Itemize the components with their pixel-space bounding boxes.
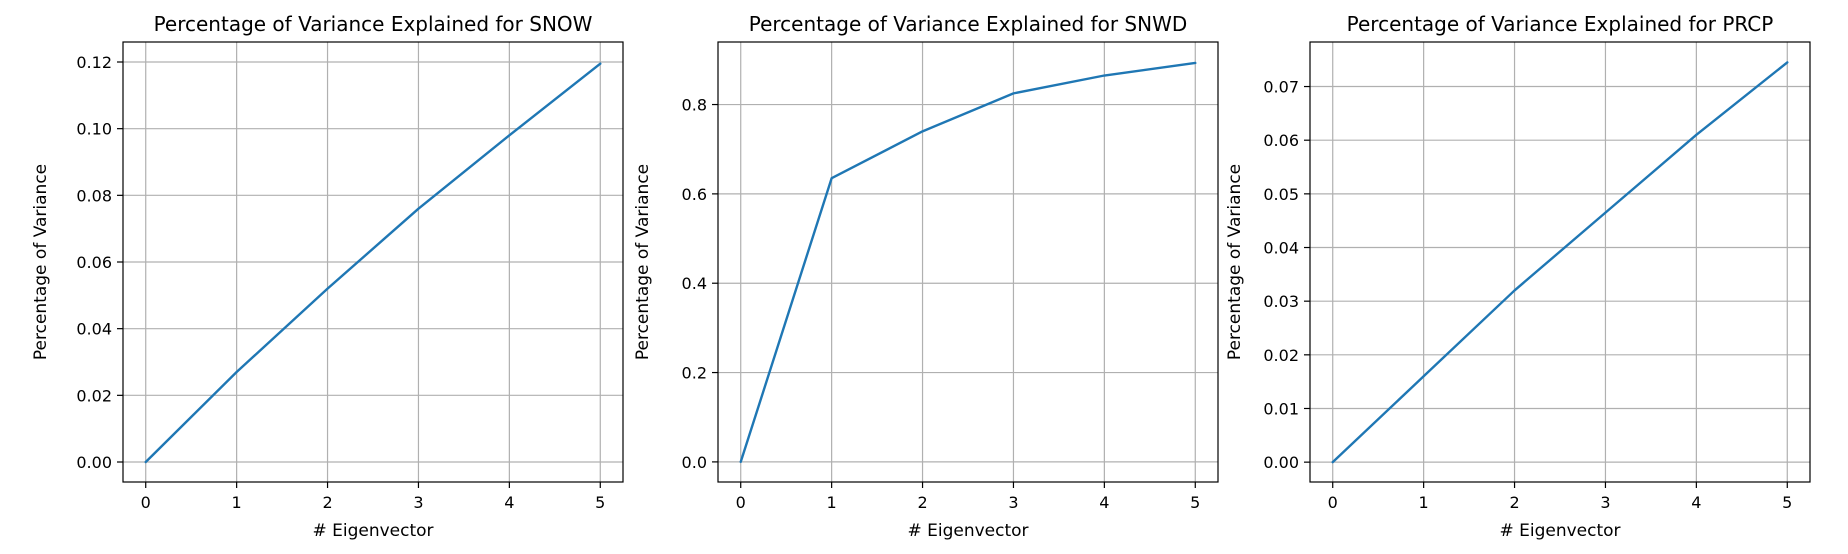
x-tick-label: 5 (1782, 493, 1792, 512)
x-tick-label: 3 (1008, 493, 1018, 512)
plot-frame (122, 41, 624, 483)
x-tick-label: 1 (232, 493, 242, 512)
x-tick-label: 3 (1600, 493, 1610, 512)
plot-frame (717, 41, 1219, 483)
chart-snwd: 0 1 2 3 4 5 0.0 0.2 0.4 0.6 0.8 Percentage of Varia… (633, 12, 1219, 541)
y-tick-label: 0.2 (682, 364, 707, 383)
y-tick-label: 0.02 (1263, 346, 1299, 365)
y-tick-label: 0.00 (76, 453, 112, 472)
x-tick-label: 5 (1190, 493, 1200, 512)
y-tick-label: 0.08 (76, 186, 112, 205)
y-tick-label: 0.01 (1263, 399, 1299, 418)
x-tick-label: 4 (1099, 493, 1109, 512)
x-tick-label: 4 (504, 493, 514, 512)
chart-title: Percentage of Variance Explained for PRC… (1347, 12, 1774, 36)
y-tick-label: 0.6 (682, 185, 707, 204)
y-axis-label: Percentage of Variance (633, 164, 653, 360)
series-line-snwd (739, 61, 1197, 464)
x-tick-label: 3 (413, 493, 423, 512)
chart-prcp: 0 1 2 3 4 5 0.00 0.01 0.02 0.03 0.04 0.05 0.06 0.07 Pe… (1225, 12, 1811, 541)
chart-title: Percentage of Variance Explained for SNW… (749, 12, 1188, 36)
y-tick-label: 0.02 (76, 386, 112, 405)
x-tick-label: 5 (595, 493, 605, 512)
chart-snow: 0 1 2 3 4 5 0.00 0.02 0.04 0.06 0.08 0.10 0.12 Percen… (31, 12, 624, 541)
x-tick-label: 1 (1419, 493, 1429, 512)
x-tick-label: 0 (736, 493, 746, 512)
y-tick-label: 0.04 (76, 320, 112, 339)
y-tick-label: 0.00 (1263, 453, 1299, 472)
plot-frame (1309, 41, 1811, 483)
y-tick-label: 0.03 (1263, 292, 1299, 311)
x-tick-label: 1 (827, 493, 837, 512)
y-tick-label: 0.4 (682, 274, 707, 293)
series-line-snow (144, 62, 602, 464)
x-axis-label: # Eigenvector (1499, 521, 1620, 541)
y-tick-label: 0.8 (682, 96, 707, 115)
y-axis-label: Percentage of Variance (31, 164, 51, 360)
x-tick-label: 2 (917, 493, 927, 512)
y-tick-label: 0.0 (682, 453, 707, 472)
x-tick-label: 2 (1509, 493, 1519, 512)
chart-title: Percentage of Variance Explained for SNO… (154, 12, 593, 36)
x-axis-label: # Eigenvector (907, 521, 1028, 541)
y-tick-label: 0.10 (76, 120, 112, 139)
x-tick-label: 0 (141, 493, 151, 512)
y-tick-label: 0.04 (1263, 239, 1299, 258)
y-tick-label: 0.12 (76, 53, 112, 72)
y-tick-label: 0.07 (1263, 78, 1299, 97)
y-axis-label: Percentage of Variance (1225, 164, 1245, 360)
x-axis-label: # Eigenvector (312, 521, 433, 541)
series-line-prcp (1331, 61, 1789, 464)
y-tick-label: 0.06 (76, 253, 112, 272)
x-tick-label: 2 (322, 493, 332, 512)
x-tick-label: 4 (1691, 493, 1701, 512)
y-tick-label: 0.05 (1263, 185, 1299, 204)
x-tick-label: 0 (1328, 493, 1338, 512)
y-tick-label: 0.06 (1263, 131, 1299, 150)
